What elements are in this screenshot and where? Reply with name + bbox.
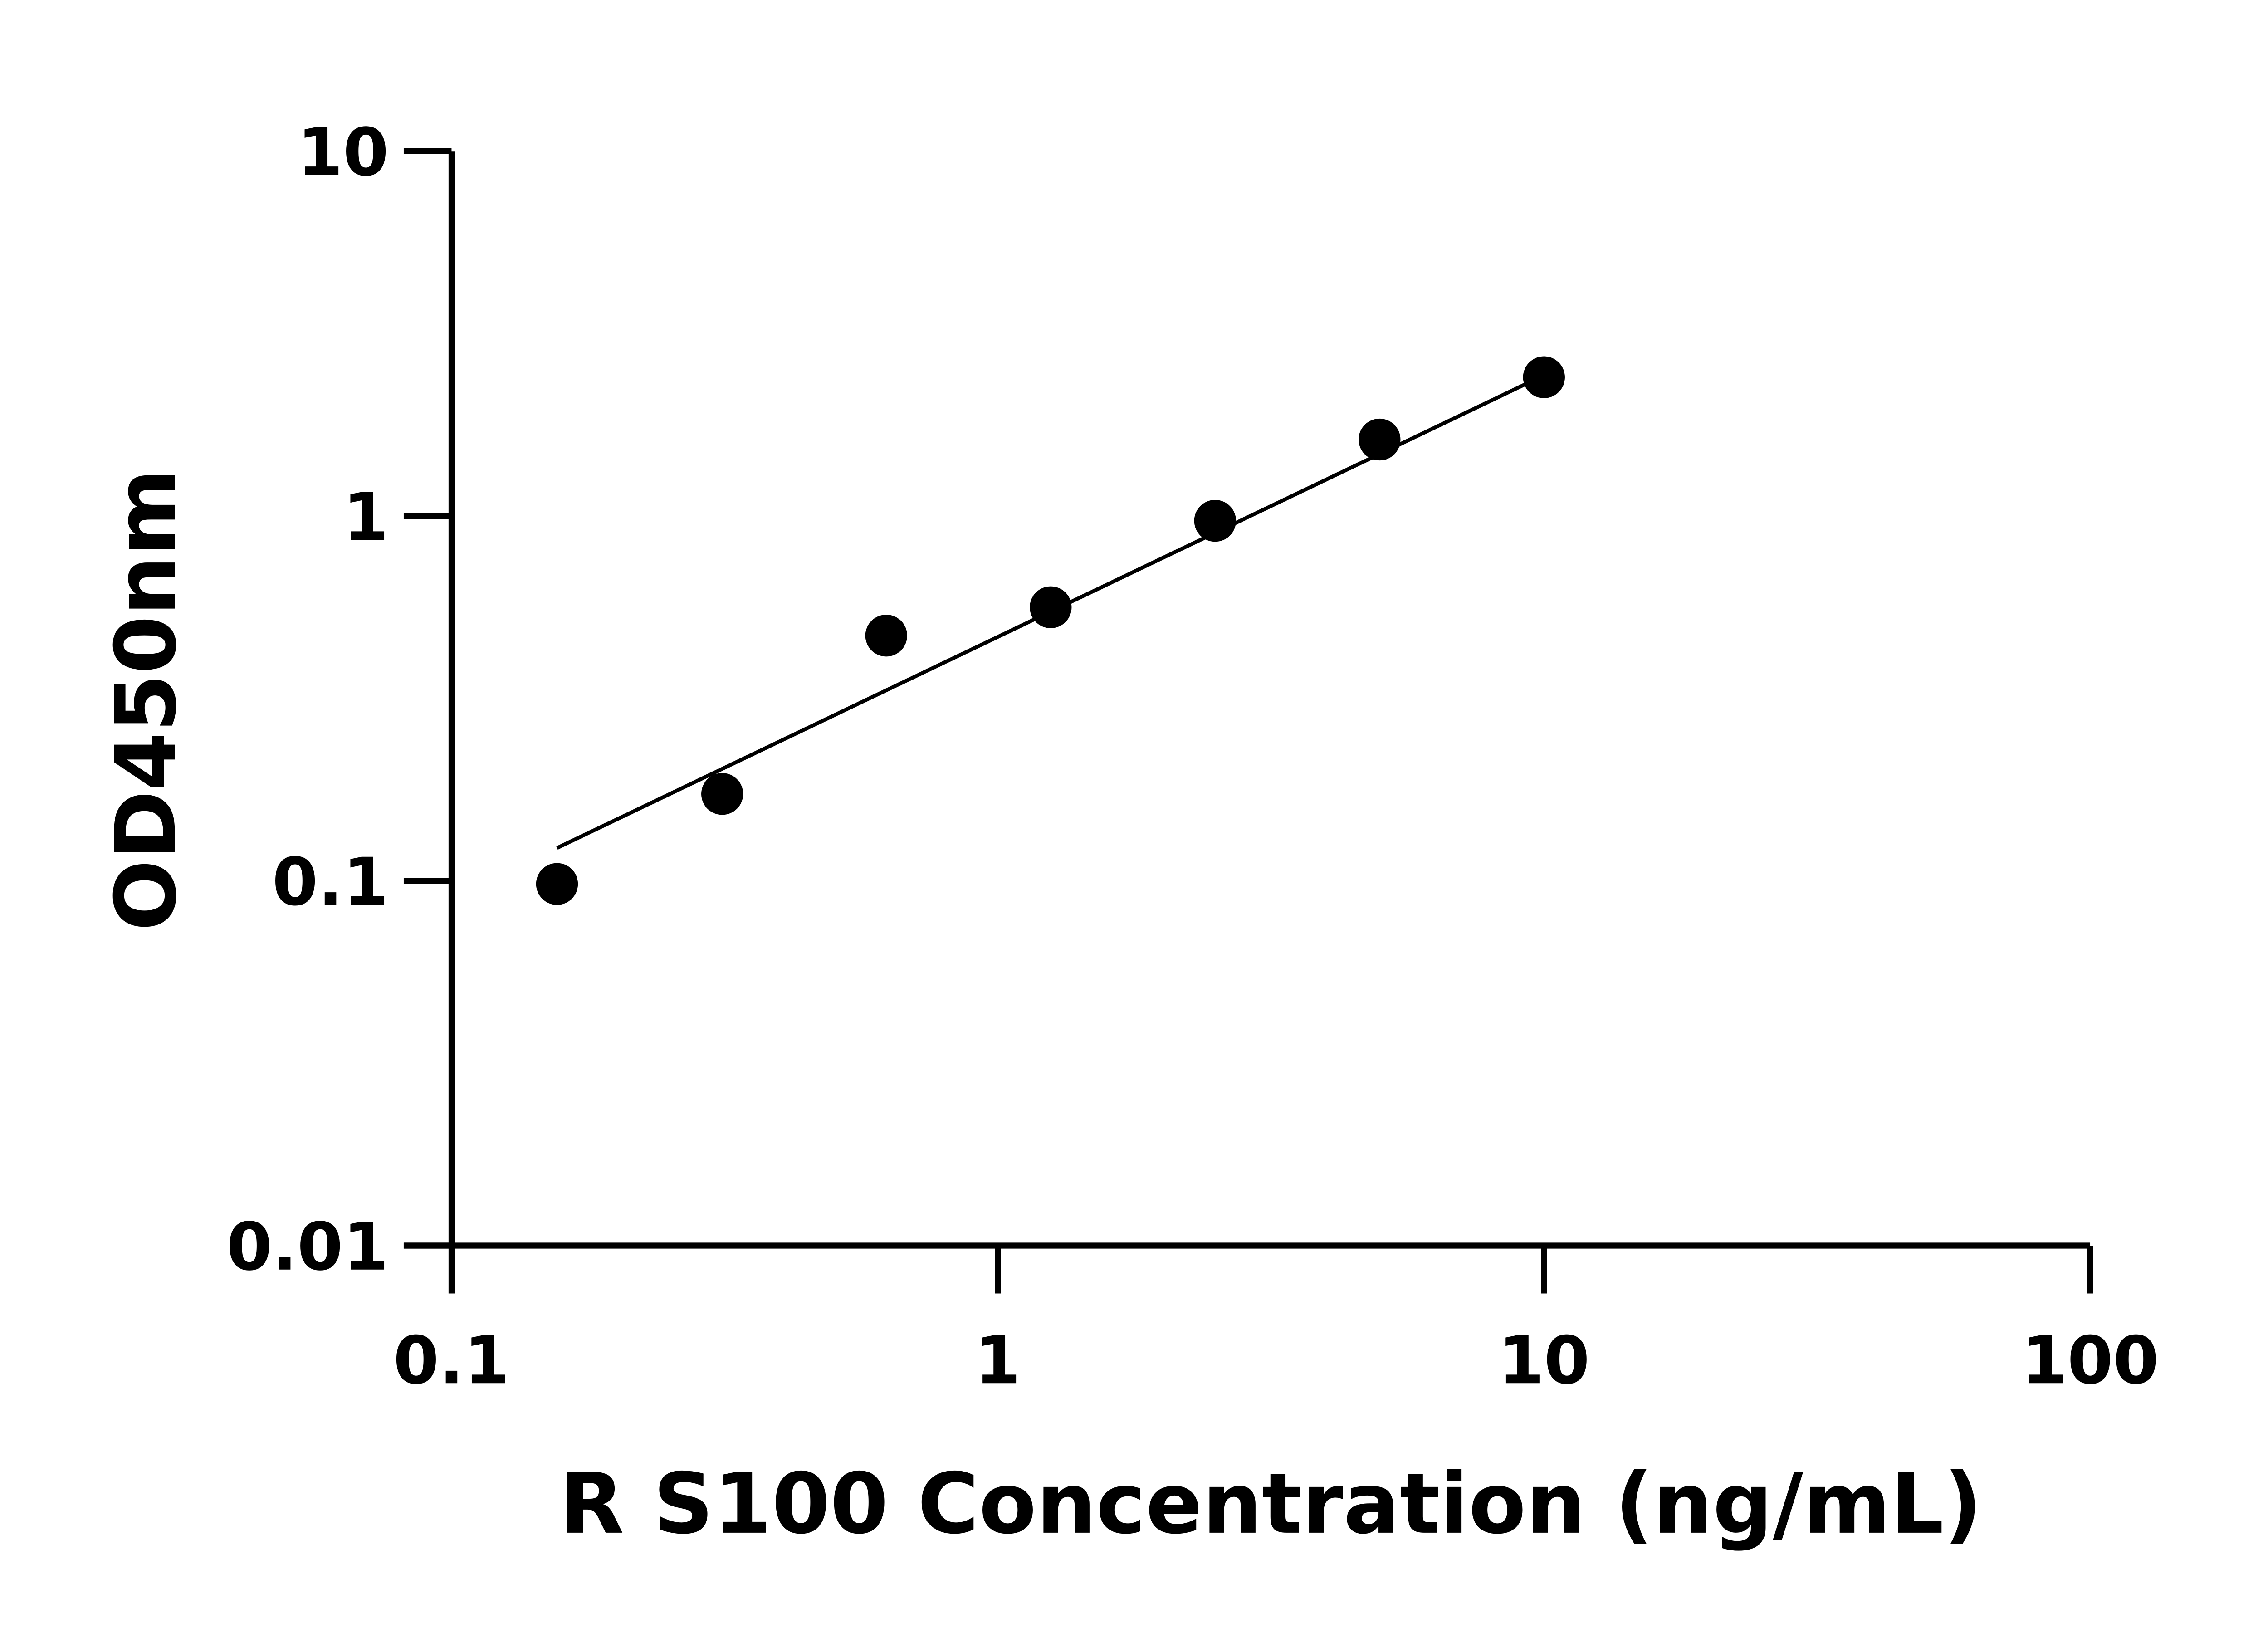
- data-points: [536, 356, 1565, 905]
- data-point: [1030, 586, 1072, 628]
- data-point: [865, 615, 907, 657]
- x-tick-label: 1: [975, 1322, 1021, 1399]
- x-tick-label: 10: [1498, 1322, 1590, 1399]
- x-axis-label: R S100 Concentration (ng/mL): [560, 1455, 1982, 1553]
- y-tick-label: 0.01: [226, 1209, 389, 1286]
- y-tick-label: 10: [297, 114, 389, 191]
- x-tick-label: 0.1: [393, 1322, 510, 1399]
- x-tick-label: 100: [2022, 1322, 2159, 1399]
- data-point: [1359, 418, 1401, 461]
- y-tick-label: 1: [343, 479, 389, 556]
- data-point: [1194, 499, 1236, 542]
- data-point: [701, 773, 743, 815]
- data-point: [1523, 356, 1565, 398]
- y-tick-label: 0.1: [272, 844, 389, 920]
- y-axis-label: OD450nm: [98, 469, 195, 931]
- data-point: [536, 863, 578, 905]
